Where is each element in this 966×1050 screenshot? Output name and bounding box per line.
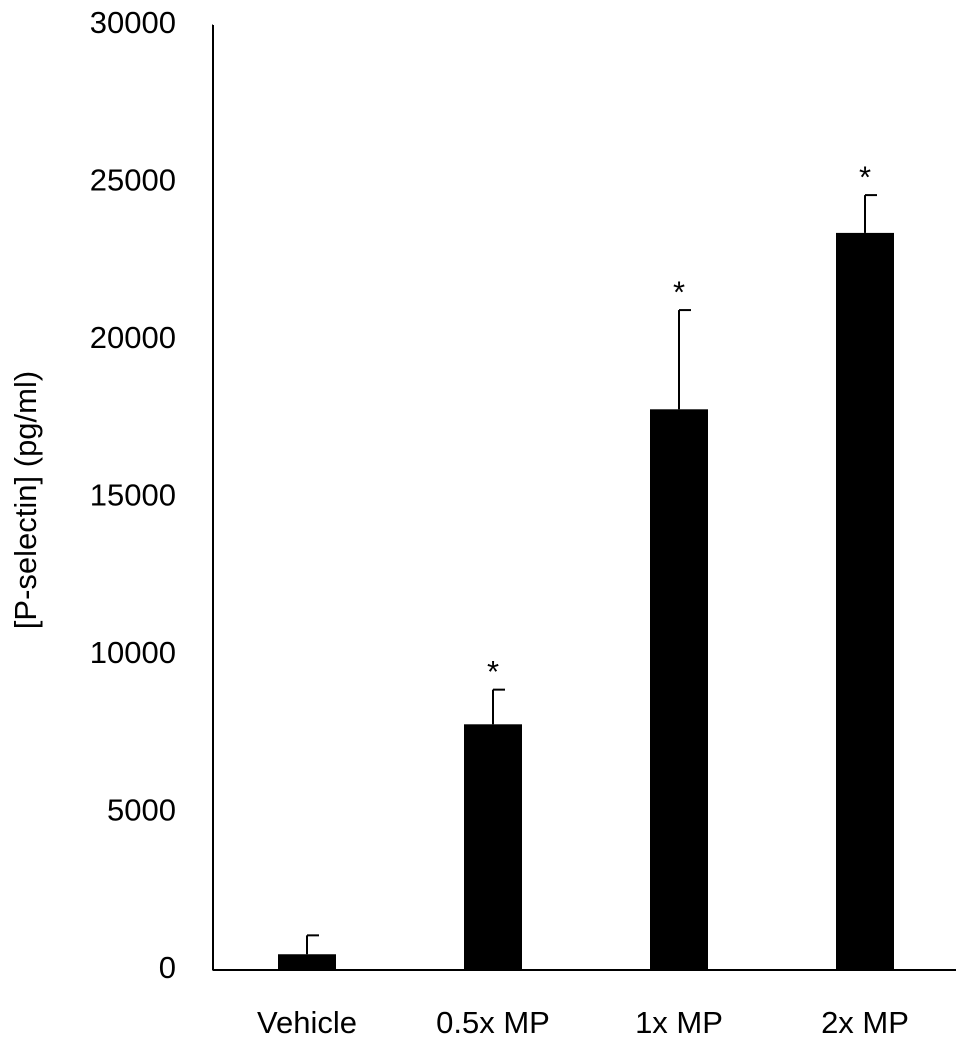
y-tick-label: 30000 <box>90 5 176 40</box>
significance-marker: * <box>859 159 871 194</box>
bar <box>836 232 894 970</box>
y-tick-label: 0 <box>159 950 176 985</box>
x-tick-label: Vehicle <box>257 1005 357 1040</box>
bar <box>650 409 708 970</box>
significance-marker: * <box>487 654 499 689</box>
bar <box>464 724 522 970</box>
y-tick-label: 25000 <box>90 163 176 198</box>
bar <box>278 954 336 970</box>
y-tick-label: 10000 <box>90 635 176 670</box>
x-tick-label: 1x MP <box>635 1005 723 1040</box>
y-tick-label: 15000 <box>90 478 176 513</box>
y-tick-label: 20000 <box>90 320 176 355</box>
x-tick-label: 2x MP <box>821 1005 909 1040</box>
significance-marker: * <box>673 274 685 309</box>
x-tick-label: 0.5x MP <box>436 1005 550 1040</box>
y-axis-label: [P-selectin] (pg/ml) <box>8 371 43 629</box>
y-tick-label: 5000 <box>107 793 176 828</box>
